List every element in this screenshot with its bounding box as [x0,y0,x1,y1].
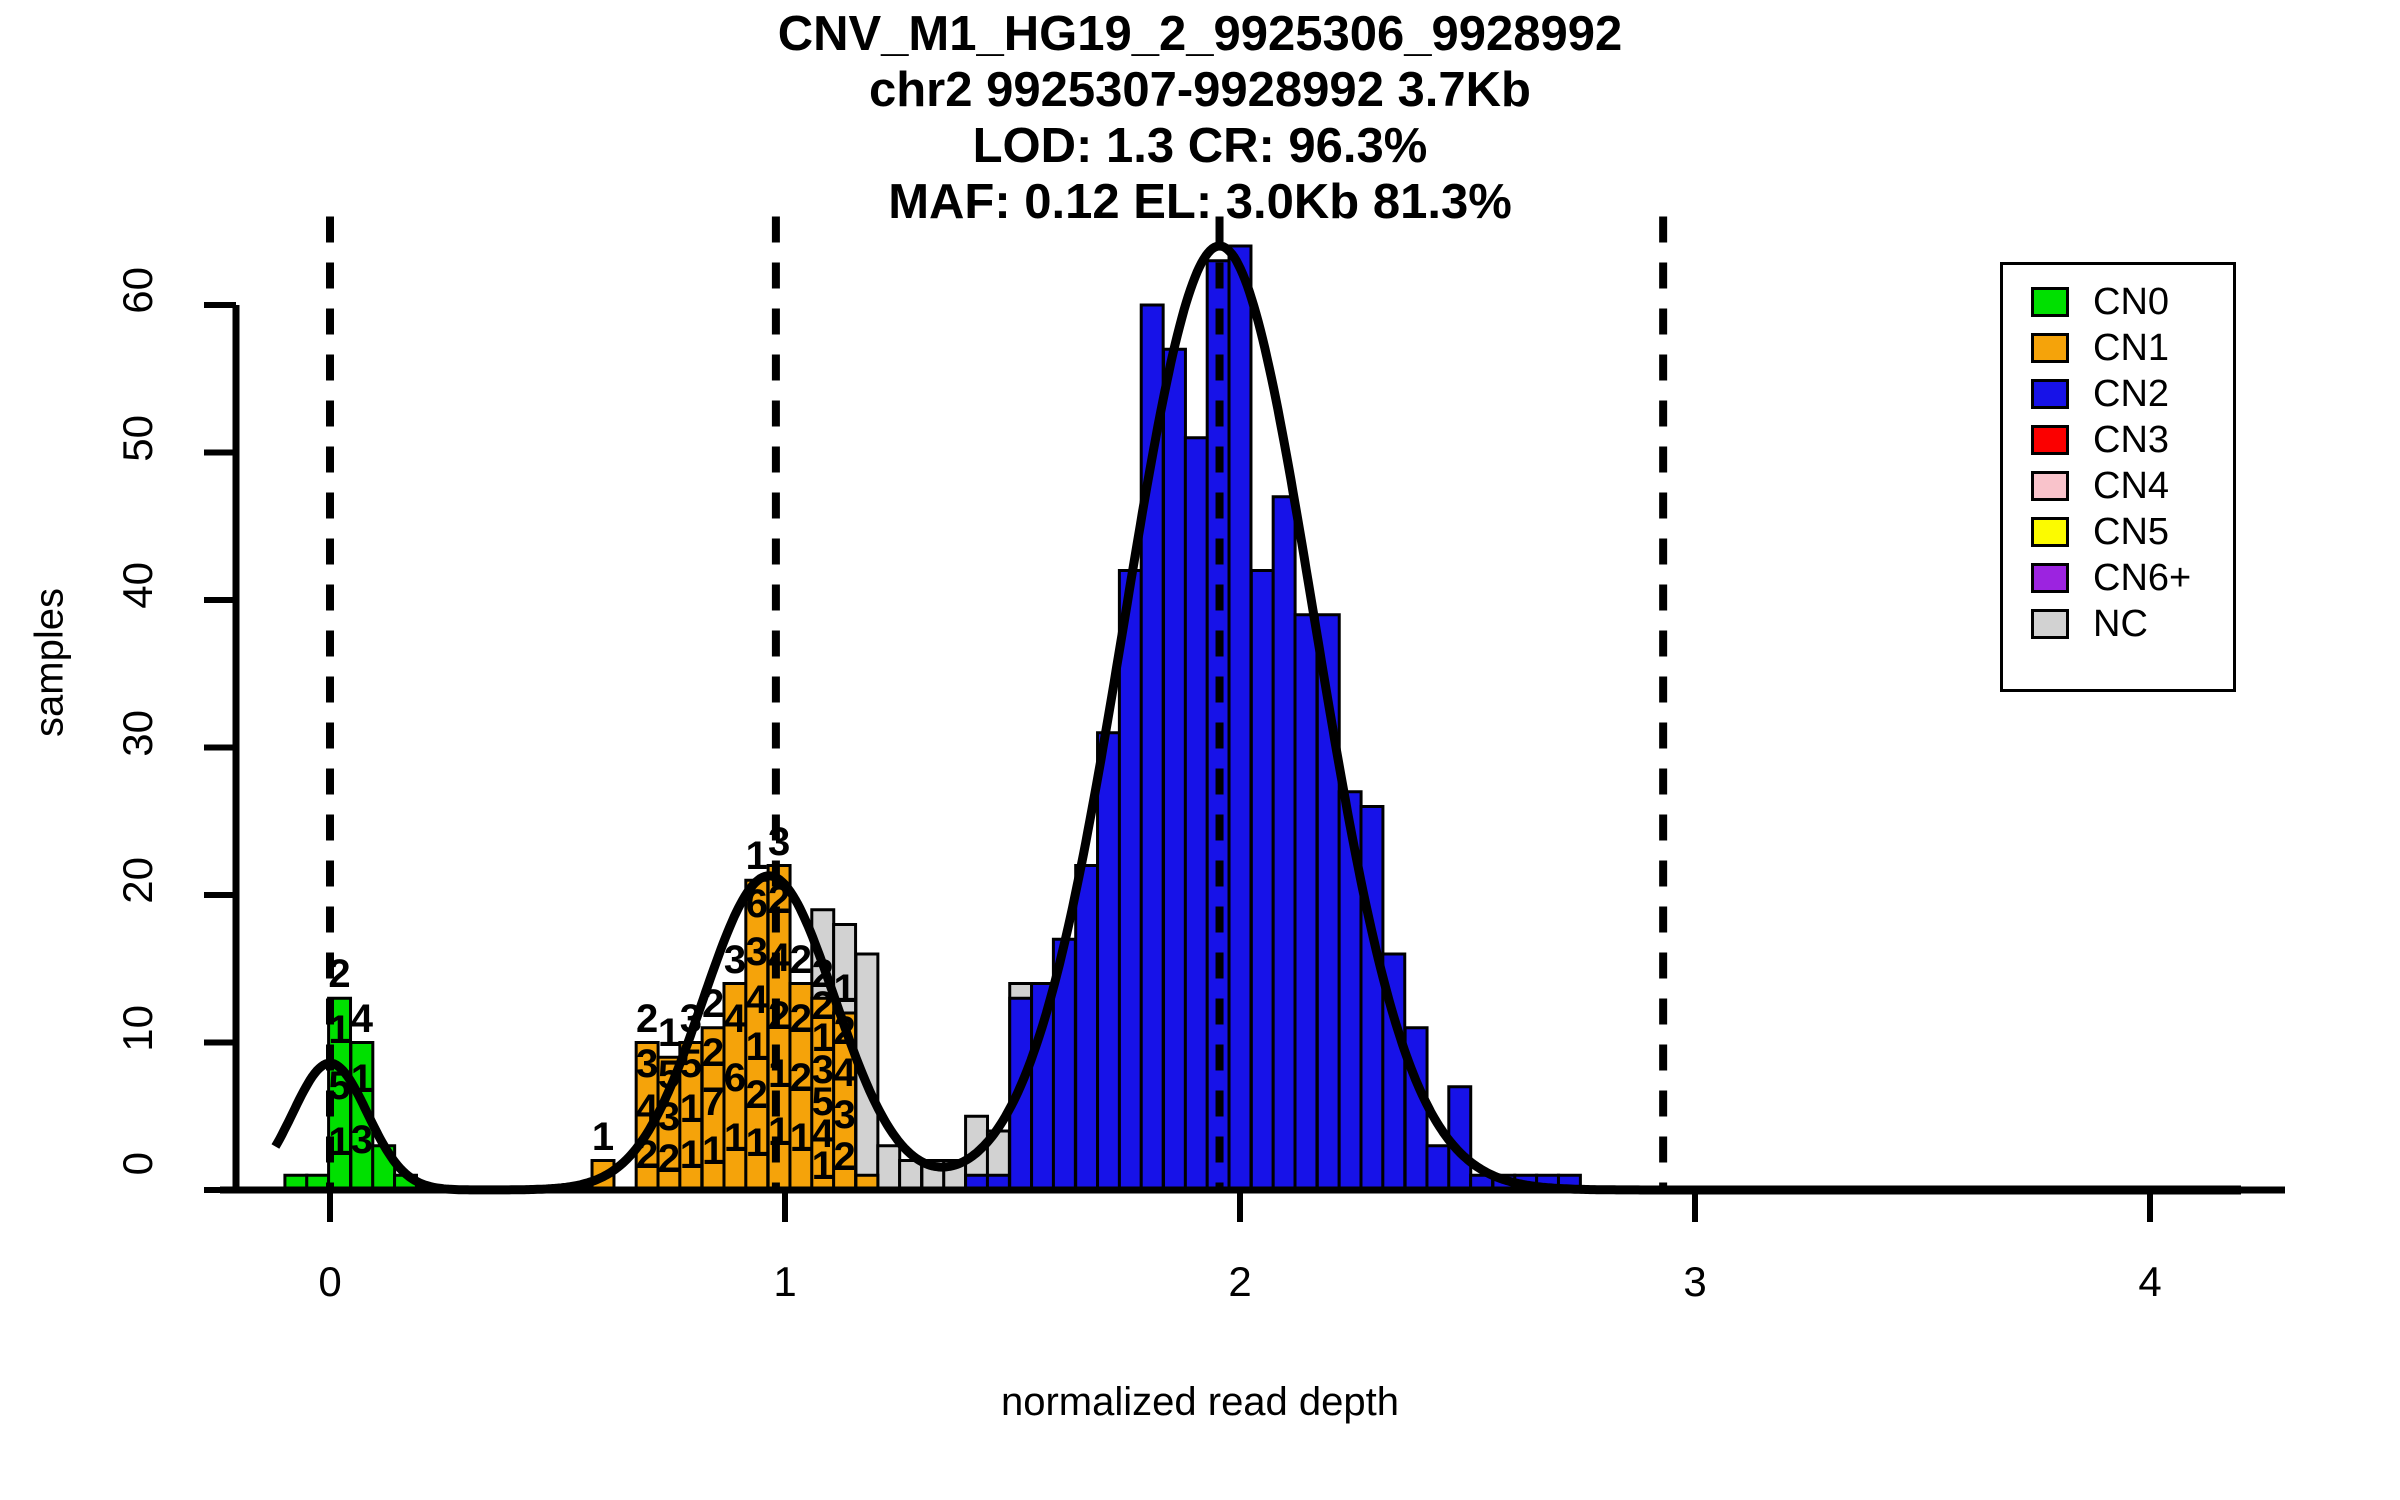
bar-count-label: 1 [679,1087,702,1132]
legend-item-cn0[interactable]: CN0 [2031,279,2233,325]
x-axis-label: normalized read depth [1000,1380,1400,1424]
bar-count-label: 4 [767,935,791,980]
legend-item-cn4[interactable]: CN4 [2031,463,2233,509]
bar-count-label: 4 [636,1087,659,1132]
x-tick-label: 0 [318,1258,342,1305]
bar-count-label: 1 [745,1025,768,1070]
bar-count-label: 1 [745,834,768,879]
title-line-1: CNV_M1_HG19_2_9925306_9928992 [777,7,1623,61]
legend-swatch-icon [2031,471,2069,501]
title-line-2: chr2 9925307-9928992 3.7Kb [868,63,1531,117]
bar-count-label: 6 [745,882,768,927]
x-tick-label: 2 [1228,1258,1252,1305]
bar-count-label: 3 [657,1095,681,1140]
bar-count-label: 7 [701,1079,725,1124]
bar-count-label: 1 [723,1115,747,1160]
bar-count-label: 2 [767,993,791,1038]
bar-count-label: 2 [767,877,791,922]
bar-count-label: 2 [789,937,813,982]
bar-count-label: 2 [328,952,351,997]
legend: CN0 CN1 CN2 CN3 CN4 CN5 CN6+ NC [2000,262,2236,692]
bar-count-label: 4 [723,996,747,1041]
legend-swatch-icon [2031,517,2069,547]
bar-count-label: 1 [811,1016,834,1061]
bar-count-label: 1 [811,1143,834,1188]
legend-swatch-icon [2031,425,2069,455]
legend-label: NC [2093,603,2148,645]
x-tick-label: 4 [2138,1258,2162,1305]
legend-label: CN5 [2093,511,2170,553]
bar-count-label: 5 [328,1063,351,1108]
bar-count-label: 2 [789,1056,813,1101]
bar-count-label: 4 [811,1111,834,1156]
bar-count-label: 4 [745,977,768,1022]
bar-count-label: 1 [328,1119,351,1164]
bar-count-label: 5 [811,1079,834,1124]
bar-count-label: 6 [723,1056,747,1101]
legend-swatch-icon [2031,287,2069,317]
bar-count-label: 3 [723,937,747,982]
bar-count-label: 1 [679,1132,702,1177]
bar-count-label: 2 [636,996,659,1041]
bar-count-label: 2 [833,1008,856,1053]
bar-count-label: 1 [789,1115,813,1160]
title-line-4: MAF: 0.12 EL: 3.0Kb 81.3% [888,175,1512,229]
bar-count-label: 1 [767,1051,791,1096]
bar-count-label: 3 [350,1117,373,1162]
bar-count-label: 5 [657,1053,681,1098]
bar-count-label: 1 [745,1120,768,1165]
legend-label: CN4 [2093,465,2170,507]
bar-count-label: 3 [679,996,702,1041]
legend-swatch-icon [2031,563,2069,593]
bar-count-label: 1 [767,1109,791,1154]
bar-count-label: 1 [328,1008,351,1053]
bar-count-label: 5 [679,1041,702,1086]
bar-count-label: 1 [701,1128,725,1173]
bar-count-label: 2 [636,1132,659,1177]
bar-count-label: 2 [657,1137,681,1182]
chart-title: CNV_M1_HG19_2_9925306_9928992 chr2 99253… [0,6,2400,230]
bar-count-label: 2 [811,952,834,997]
legend-label: CN1 [2093,327,2170,369]
legend-item-cn1[interactable]: CN1 [2031,325,2233,371]
legend-swatch-icon [2031,379,2069,409]
bar-count-label: 2 [789,996,813,1041]
legend-label: CN2 [2093,373,2170,415]
bar-count-label: 4 [350,996,373,1041]
x-tick-label: 3 [1683,1258,1707,1305]
bar-count-label: 2 [811,984,834,1029]
bar-count-label: 1 [657,1011,681,1056]
legend-swatch-icon [2031,609,2069,639]
legend-label: CN0 [2093,281,2170,323]
bar-count-label: 2 [745,1073,768,1118]
bar-count-label: 3 [767,819,791,864]
legend-item-cn5[interactable]: CN5 [2031,509,2233,555]
bar-count-label: 4 [833,1050,856,1095]
bar-count-label: 2 [701,981,725,1026]
legend-item-nc[interactable]: NC [2031,601,2233,647]
bar-count-label: 3 [811,1048,834,1093]
bar-count-label: 3 [745,929,768,974]
x-tick-label: 1 [773,1258,797,1305]
title-line-3: LOD: 1.3 CR: 96.3% [972,119,1428,173]
legend-item-cn2[interactable]: CN2 [2031,371,2233,417]
bar-count-label: 1 [591,1114,615,1159]
legend-label: CN3 [2093,419,2170,461]
legend-swatch-icon [2031,333,2069,363]
legend-label: CN6+ [2093,557,2192,599]
legend-item-cn6plus[interactable]: CN6+ [2031,555,2233,601]
bar-count-label: 2 [701,1030,725,1075]
bar-count-label: 2 [833,1134,856,1179]
bar-count-label: 3 [636,1041,659,1086]
legend-item-cn3[interactable]: CN3 [2031,417,2233,463]
bar-count-label: 1 [350,1057,373,1102]
bar-count-label: 3 [833,1092,856,1137]
bar-count-label: 1 [833,967,856,1011]
